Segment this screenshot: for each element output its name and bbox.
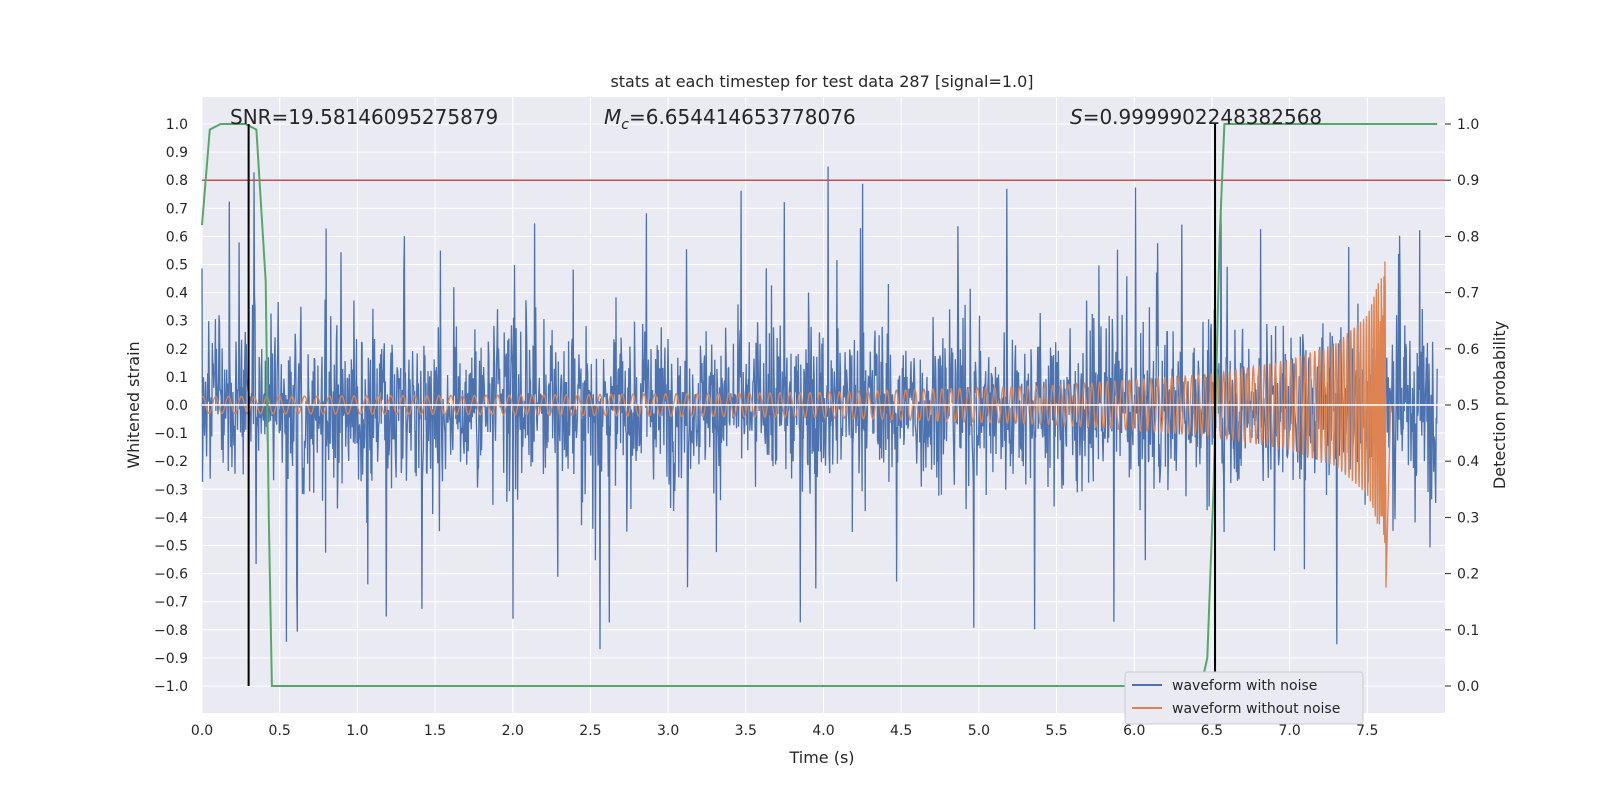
left-y-tick-label: −0.4	[154, 510, 188, 526]
x-tick-label: 5.0	[968, 723, 990, 739]
x-tick-label: 6.0	[1123, 723, 1145, 739]
x-tick-label: 1.5	[424, 723, 446, 739]
s-annotation: S=0.9999902248382568	[1070, 105, 1322, 129]
left-y-tick-label: 0.0	[166, 398, 188, 414]
x-tick-label: 3.0	[657, 723, 679, 739]
right-y-tick-label: 0.8	[1457, 229, 1479, 245]
left-y-tick-label: 0.1	[166, 370, 188, 386]
series-waveform-without-noise	[201, 261, 1438, 588]
left-y-tick-label: 0.3	[166, 314, 188, 330]
legend: waveform with noise waveform without noi…	[1124, 671, 1364, 725]
chirp-mass-value: =6.654414653778076	[629, 105, 856, 129]
left-y-tick-label: 0.7	[166, 201, 188, 217]
left-y-tick-label: 0.4	[166, 286, 188, 302]
right-y-tick-label: 0.0	[1457, 679, 1479, 695]
right-y-axis-title: Detection probability	[1490, 321, 1509, 489]
left-y-axis-ticks: 1.0 0.9 0.8 0.7 0.6 0.5 0.4 0.3 0.2 0.1 0.0 −0.1 −0.…	[154, 117, 188, 695]
left-y-tick-label: −0.6	[154, 567, 188, 583]
x-tick-label: 7.0	[1278, 723, 1300, 739]
right-y-tick-label: 0.2	[1457, 567, 1479, 583]
right-y-tick-label: 0.1	[1457, 623, 1479, 639]
chirp-mass-annotation: Mc=6.654414653778076	[604, 105, 856, 133]
left-y-tick-label: −0.5	[154, 539, 188, 555]
chirp-mass-symbol: M	[604, 105, 621, 129]
left-y-tick-label: −0.8	[154, 623, 188, 639]
x-tick-label: 1.0	[346, 723, 368, 739]
left-y-tick-label: −0.2	[154, 454, 188, 470]
legend-label-clean: waveform without noise	[1172, 701, 1340, 717]
x-tick-label: 3.5	[735, 723, 757, 739]
x-tick-label: 2.5	[579, 723, 601, 739]
left-y-tick-label: −0.9	[154, 651, 188, 667]
right-y-tick-label: 0.9	[1457, 173, 1479, 189]
right-y-tick-label: 0.7	[1457, 286, 1479, 302]
right-y-axis-ticks: 1.0 0.9 0.8 0.7 0.6 0.5 0.4 0.3 0.2 0.1 0.0	[1445, 117, 1479, 695]
chart-title: stats at each timestep for test data 287…	[610, 72, 1033, 91]
series-waveform-with-noise	[201, 166, 1438, 650]
x-axis-title: Time (s)	[788, 748, 854, 767]
left-y-tick-label: 0.6	[166, 229, 188, 245]
s-symbol: S	[1070, 105, 1083, 129]
x-tick-label: 6.5	[1201, 723, 1223, 739]
right-y-tick-label: 0.6	[1457, 342, 1479, 358]
x-tick-label: 7.5	[1356, 723, 1378, 739]
x-tick-label: 0.0	[191, 723, 213, 739]
x-tick-label: 5.5	[1045, 723, 1067, 739]
left-y-tick-label: 0.2	[166, 342, 188, 358]
left-y-tick-label: −1.0	[154, 679, 188, 695]
chirp-mass-subscript: c	[621, 117, 629, 133]
snr-annotation: SNR=19.58146095275879	[230, 105, 498, 129]
x-axis-ticks: 0.0 0.5 1.0 1.5 2.0 2.5 3.0 3.5 4.0 4.5 5.0 5.5 6.0 6…	[191, 723, 1379, 739]
x-tick-label: 2.0	[502, 723, 524, 739]
left-y-axis-title: Whitened strain	[124, 341, 143, 468]
left-y-tick-label: 0.8	[166, 173, 188, 189]
legend-box	[1124, 671, 1364, 725]
right-y-tick-label: 0.3	[1457, 510, 1479, 526]
left-y-tick-label: −0.7	[154, 595, 188, 611]
s-value: =0.9999902248382568	[1083, 105, 1322, 129]
left-y-tick-label: 0.9	[166, 145, 188, 161]
left-y-tick-label: 1.0	[166, 117, 188, 133]
right-y-tick-label: 0.5	[1457, 398, 1479, 414]
left-y-tick-label: −0.1	[154, 426, 188, 442]
right-y-tick-label: 1.0	[1457, 117, 1479, 133]
left-y-tick-label: 0.5	[166, 258, 188, 274]
x-tick-label: 4.0	[812, 723, 834, 739]
x-tick-label: 0.5	[269, 723, 291, 739]
legend-label-noisy: waveform with noise	[1172, 678, 1317, 694]
right-y-tick-label: 0.4	[1457, 454, 1479, 470]
left-y-tick-label: −0.3	[154, 482, 188, 498]
x-tick-label: 4.5	[890, 723, 912, 739]
